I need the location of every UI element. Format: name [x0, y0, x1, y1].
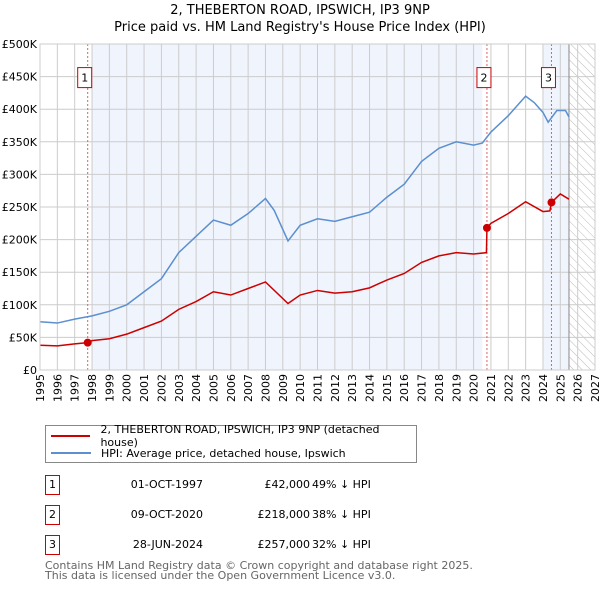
sale-date: 01-OCT-1997 — [130, 478, 203, 491]
x-tick-label: 2005 — [207, 374, 220, 402]
y-tick-label: £450K — [2, 71, 38, 84]
legend-item-property: 2, THEBERTON ROAD, IPSWICH, IP3 9NP (det… — [51, 423, 416, 449]
x-tick-label: 2020 — [468, 374, 481, 402]
legend-swatch — [51, 452, 91, 454]
price-chart: 1995 1996 1997 1998 1999 2000 2001 2002 2003 2004… — [2, 38, 600, 402]
sale-marker: 3 — [45, 535, 60, 555]
legend-item-hpi: HPI: Average price, detached house, Ipsw… — [51, 445, 346, 461]
y-tick-label: £250K — [2, 201, 38, 214]
y-tick-label: £150K — [2, 266, 38, 279]
x-tick-label: 2013 — [346, 374, 359, 402]
x-tick-label: 2025 — [554, 374, 567, 402]
x-tick-label: 2023 — [520, 374, 533, 402]
y-tick-label: £50K — [9, 331, 38, 344]
sale-row: 2 09-OCT-2020 £218,000 38% ↓ HPI — [45, 505, 465, 525]
legend-label: HPI: Average price, detached house, Ipsw… — [101, 446, 346, 460]
x-tick-label: 2027 — [589, 374, 600, 402]
sale-point — [83, 338, 92, 347]
x-tick-label: 2014 — [364, 374, 377, 402]
y-tick-label: £300K — [2, 168, 38, 181]
y-tick-label: £500K — [2, 38, 38, 51]
series-line — [39, 193, 570, 347]
x-tick-label: 1996 — [51, 374, 64, 402]
sale-point — [482, 223, 491, 232]
sale-hpi: 32% ↓ HPI — [312, 538, 371, 551]
x-tick-label: 2016 — [398, 374, 411, 402]
legend: 2, THEBERTON ROAD, IPSWICH, IP3 9NP (det… — [45, 423, 417, 463]
x-tick-label: 2009 — [277, 374, 290, 402]
sale-date: 28-JUN-2024 — [132, 538, 203, 551]
x-tick-label: 2000 — [121, 374, 134, 402]
x-tick-label: 2002 — [155, 374, 168, 402]
sale-marker: 2 — [45, 505, 60, 525]
sale-label: 3 — [545, 72, 552, 85]
x-tick-label: 2004 — [190, 374, 203, 402]
x-tick-label: 2022 — [502, 374, 515, 402]
sale-label: 2 — [480, 72, 487, 85]
x-tick-label: 2003 — [173, 374, 186, 402]
sale-price: £42,000 — [264, 478, 311, 491]
x-tick-label: 2010 — [294, 374, 307, 402]
subtitle: Price paid vs. HM Land Registry's House … — [114, 20, 486, 35]
series-line — [39, 95, 570, 324]
sale-marker: 1 — [45, 475, 60, 495]
sale-label-box — [476, 67, 492, 89]
sale-point — [547, 198, 556, 207]
sale-label-box — [540, 67, 556, 89]
x-tick-label: 2018 — [433, 374, 446, 402]
x-tick-label: 2017 — [416, 374, 429, 402]
sale-hpi: 38% ↓ HPI — [312, 508, 371, 521]
sale-date: 09-OCT-2020 — [130, 508, 203, 521]
sale-price: £257,000 — [257, 538, 311, 551]
footer-line: This data is licensed under the Open Gov… — [45, 569, 396, 582]
x-tick-label: 1995 — [34, 374, 47, 402]
sale-label-box — [77, 67, 93, 89]
footer: Contains HM Land Registry data © Crown c… — [45, 559, 473, 582]
y-tick-label: £400K — [2, 103, 38, 116]
y-tick-label: £100K — [2, 299, 38, 312]
x-tick-label: 2006 — [225, 374, 238, 402]
x-tick-label: 2012 — [329, 374, 342, 402]
x-tick-label: 2008 — [259, 374, 272, 402]
sale-label: 1 — [81, 72, 88, 85]
x-tick-label: 1999 — [103, 374, 116, 402]
footer-line: Contains HM Land Registry data © Crown c… — [45, 559, 473, 572]
sale-hpi: 49% ↓ HPI — [312, 478, 371, 491]
x-tick-label: 2001 — [138, 374, 151, 402]
x-tick-label: 2011 — [312, 374, 325, 402]
sale-row: 1 01-OCT-1997 £42,000 49% ↓ HPI — [45, 475, 465, 495]
x-tick-label: 2026 — [572, 374, 585, 402]
x-tick-label: 2007 — [242, 374, 255, 402]
x-tick-label: 2015 — [381, 374, 394, 402]
x-tick-label: 2021 — [485, 374, 498, 402]
title: 2, THEBERTON ROAD, IPSWICH, IP3 9NP — [170, 3, 430, 18]
x-tick-label: 2019 — [450, 374, 463, 402]
y-tick-label: £0 — [23, 364, 37, 377]
y-tick-label: £350K — [2, 136, 38, 149]
sale-row: 3 28-JUN-2024 £257,000 32% ↓ HPI — [45, 535, 465, 555]
chart-title: 2, THEBERTON ROAD, IPSWICH, IP3 9NP Pric… — [0, 2, 600, 36]
plot-frame — [39, 43, 596, 371]
sale-price: £218,000 — [257, 508, 311, 521]
legend-swatch — [51, 435, 91, 437]
x-tick-label: 2024 — [537, 374, 550, 402]
x-tick-label: 1998 — [86, 374, 99, 402]
x-tick-label: 1997 — [69, 374, 82, 402]
legend-label: 2, THEBERTON ROAD, IPSWICH, IP3 9NP (det… — [100, 423, 380, 449]
y-tick-label: £200K — [2, 234, 38, 247]
